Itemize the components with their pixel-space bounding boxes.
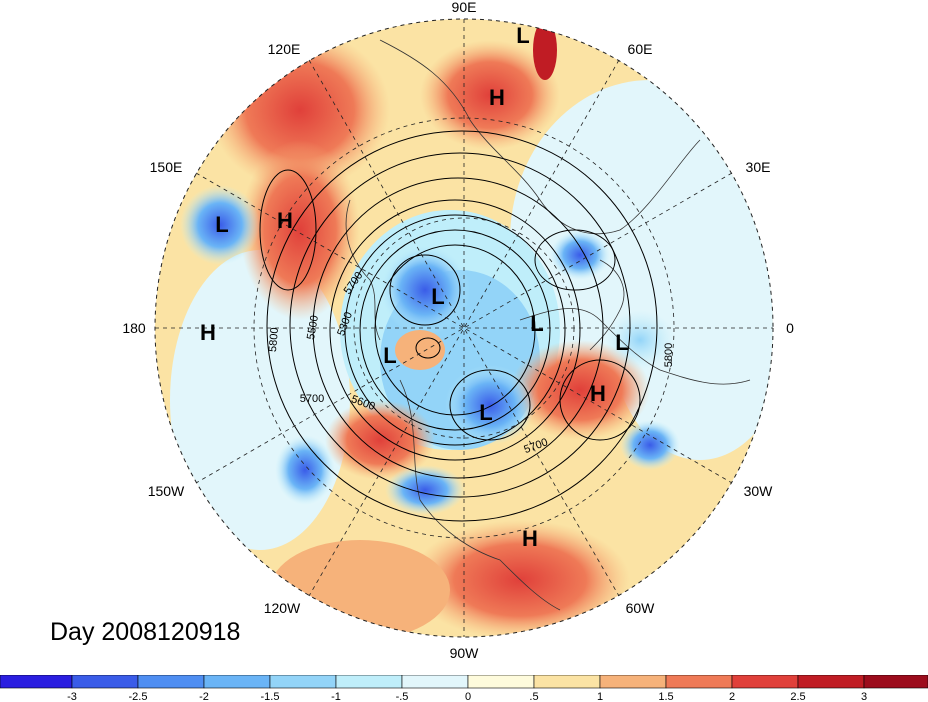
- colorbar-swatch: [269, 675, 337, 689]
- colorbar-swatch: [71, 675, 139, 689]
- colorbar-swatch: [599, 675, 667, 689]
- colorbar-tick-label: -2.5: [129, 691, 148, 702]
- colorbar-swatch: [467, 675, 535, 689]
- pressure-marker: H: [489, 85, 505, 110]
- colorbar-tick-label: 1.5: [658, 691, 673, 702]
- height-contours: [259, 130, 658, 522]
- colorbar-tick-label: 1: [597, 691, 603, 702]
- lon-label: 30E: [746, 159, 771, 175]
- lon-label: 30W: [744, 483, 774, 499]
- pressure-marker: H: [200, 320, 216, 345]
- pressure-marker: L: [479, 400, 492, 425]
- pressure-marker: H: [522, 526, 538, 551]
- lat-lon-grid: [155, 19, 773, 637]
- colorbar-swatch: [335, 675, 403, 689]
- colorbar-ticks: -3 -2.5 -2 -1.5 -1 -.5 0 .5 1 1.5 2 2.5 …: [67, 691, 867, 702]
- colorbar-tick-label: -2: [199, 691, 209, 702]
- lon-label: 90E: [452, 0, 477, 15]
- colorbar-tick-label: 2: [729, 691, 735, 702]
- contour-label: 5800: [267, 327, 281, 352]
- pressure-marker: L: [431, 284, 444, 309]
- coastlines: [345, 39, 751, 611]
- anomaly-shading: [155, 19, 773, 637]
- date-title: Day 2008120918: [50, 618, 241, 646]
- colorbar-tick-label: 2.5: [790, 691, 805, 702]
- pressure-marker: L: [383, 343, 396, 368]
- pressure-system-markers: L H L H H L L L L L H H: [200, 23, 629, 551]
- pressure-marker: L: [615, 330, 628, 355]
- pressure-marker: L: [530, 311, 543, 336]
- colorbar-boxes: [0, 675, 928, 689]
- colorbar-tick-label: -1.5: [261, 691, 280, 702]
- colorbar-swatch: [797, 675, 865, 689]
- colorbar-tick-label: .5: [529, 691, 538, 702]
- lon-label: 60E: [628, 41, 653, 57]
- lon-label: 120W: [264, 600, 301, 616]
- colorbar-tick-label: -3: [67, 691, 77, 702]
- colorbar-swatch: [401, 675, 469, 689]
- lon-label: 60W: [626, 600, 656, 616]
- lon-label: 0: [786, 320, 794, 336]
- colorbar-swatch: [203, 675, 271, 689]
- colorbar-tick-label: -1: [331, 691, 341, 702]
- lon-label: 120E: [268, 41, 301, 57]
- colorbar-swatch: [863, 675, 928, 689]
- colorbar-swatch: [0, 675, 73, 689]
- lon-label: 90W: [450, 645, 480, 661]
- contour-label: 5800: [663, 343, 675, 367]
- lon-label: 180: [122, 320, 146, 336]
- pressure-marker: L: [516, 23, 529, 48]
- colorbar-tick-label: -.5: [396, 691, 409, 702]
- colorbar-swatch: [731, 675, 799, 689]
- lon-label: 150W: [148, 483, 185, 499]
- pressure-marker: L: [215, 212, 228, 237]
- lon-label: 150E: [150, 159, 183, 175]
- map-border: [154, 18, 774, 638]
- colorbar-tick-label: 0: [465, 691, 471, 702]
- colorbar-tick-label: 3: [861, 691, 867, 702]
- pressure-marker: H: [277, 208, 293, 233]
- colorbar-swatch: [533, 675, 601, 689]
- colorbar-swatch: [137, 675, 205, 689]
- colorbar-swatch: [665, 675, 733, 689]
- pressure-marker: H: [590, 381, 606, 406]
- longitude-labels: 90E 60E 30E 0 30W 60W 90W 120W 150W 180 …: [122, 0, 794, 661]
- contour-label: 5700: [300, 393, 324, 405]
- contour-label: 5500: [305, 314, 321, 340]
- colorbar: -3 -2.5 -2 -1.5 -1 -.5 0 .5 1 1.5 2 2.5 …: [0, 675, 928, 702]
